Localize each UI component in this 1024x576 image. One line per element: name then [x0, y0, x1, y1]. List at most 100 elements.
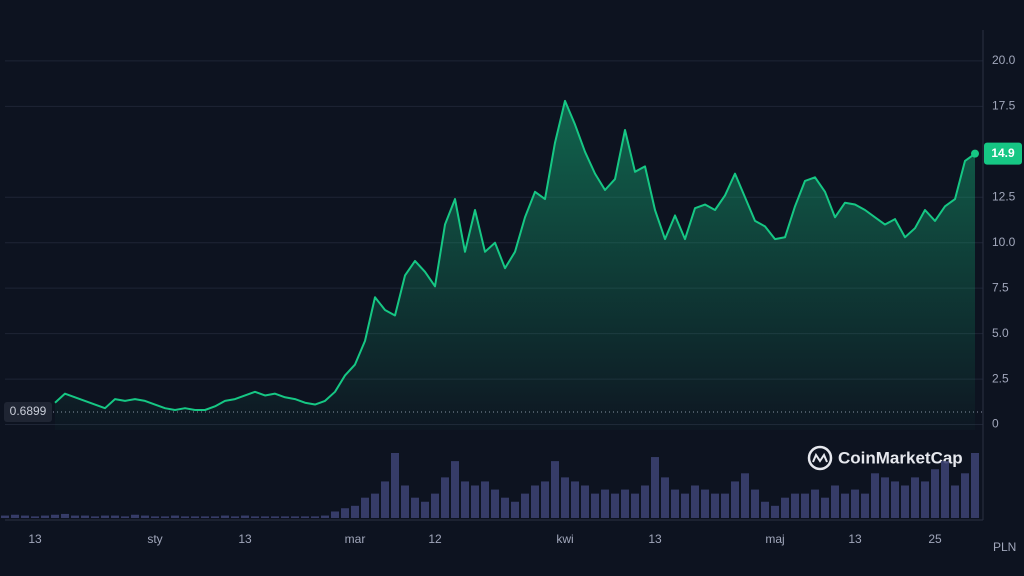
volume-bar — [411, 497, 419, 518]
volume-bar — [181, 516, 189, 518]
volume-bar — [551, 461, 559, 518]
y-tick-label: 10.0 — [992, 235, 1016, 249]
volume-bar — [611, 493, 619, 518]
volume-bar — [501, 497, 509, 518]
price-tag — [984, 142, 1022, 165]
volume-bar — [31, 516, 39, 518]
volume-bar — [711, 493, 719, 518]
volume-bar — [931, 469, 939, 518]
last-point — [971, 149, 979, 158]
volume-bar — [851, 489, 859, 518]
volume-bar — [441, 477, 449, 518]
logo — [807, 445, 833, 471]
volume-bar — [791, 493, 799, 518]
y-tick-label: 12.5 — [992, 189, 1016, 203]
price-area — [55, 100, 975, 430]
watermark-text: CoinMarketCap — [838, 448, 963, 467]
volume-bar — [161, 516, 169, 518]
watermark: CoinMarketCap — [807, 445, 963, 471]
volume-bar — [211, 516, 219, 518]
volume-bar — [621, 489, 629, 518]
x-tick-label: maj — [765, 532, 784, 546]
logo-mark — [812, 452, 828, 463]
y-tick-label: 5.0 — [992, 326, 1009, 340]
volume-bar — [881, 477, 889, 518]
volume-bar — [121, 516, 129, 518]
reference-badge — [4, 402, 52, 423]
x-tick-label: 13 — [238, 532, 252, 546]
volume-bar — [191, 516, 199, 518]
volume-bar — [871, 473, 879, 518]
volume-bar — [581, 485, 589, 518]
volume-bar — [701, 489, 709, 518]
volume-bar — [311, 516, 319, 518]
volume-bar — [651, 457, 659, 518]
volume-bar — [1, 515, 9, 518]
volume-bar — [21, 515, 29, 518]
volume-bar — [861, 493, 869, 518]
volume-bar — [531, 485, 539, 518]
x-tick-label: 13 — [648, 532, 662, 546]
volume-bar — [91, 516, 99, 518]
x-tick-label: 12 — [428, 532, 442, 546]
volume-bar — [131, 514, 139, 518]
volume-bar — [541, 481, 549, 518]
x-tick-label: 13 — [28, 532, 42, 546]
volume-bar — [281, 516, 289, 518]
volume-bar — [381, 481, 389, 518]
volume-bar — [741, 473, 749, 518]
volume-bar — [241, 515, 249, 518]
volume-bar — [421, 501, 429, 518]
volume-bar — [71, 515, 79, 518]
volume-bar — [821, 497, 829, 518]
currency-label: PLN — [993, 540, 1016, 554]
volume-bar — [391, 453, 399, 518]
volume-bar — [671, 489, 679, 518]
volume-bar — [941, 461, 949, 518]
volume-bar — [571, 481, 579, 518]
volume-bar — [201, 516, 209, 518]
volume-bar — [81, 515, 89, 518]
volume-bar — [661, 477, 669, 518]
price-tag-label: 14.9 — [991, 146, 1015, 160]
volume-bar — [61, 513, 69, 518]
y-tick-label: 17.5 — [992, 99, 1016, 113]
volume-bar — [471, 485, 479, 518]
volume-bar — [771, 505, 779, 518]
volume-bar — [251, 516, 259, 518]
price-line — [54, 99, 976, 411]
volume-bar — [721, 493, 729, 518]
volume-bar — [901, 485, 909, 518]
volume-bar — [41, 515, 49, 518]
volume-bar — [751, 489, 759, 518]
y-tick-label: 2.5 — [992, 371, 1009, 385]
volume-bar — [631, 493, 639, 518]
volume-bar — [351, 505, 359, 518]
volume-bar — [221, 515, 229, 518]
x-tick-label: sty — [147, 532, 162, 546]
volume-bar — [331, 511, 339, 518]
volume-bar — [681, 493, 689, 518]
volume-bar — [301, 516, 309, 518]
volume-bar — [231, 516, 239, 518]
volume-bar — [51, 514, 59, 518]
volume-bar — [321, 515, 329, 518]
volume-bar — [401, 485, 409, 518]
x-tick-label: 13 — [848, 532, 862, 546]
volume-bar — [101, 515, 109, 518]
y-tick-label: 0 — [992, 417, 999, 431]
volume-bar — [641, 485, 649, 518]
volume-bar — [451, 461, 459, 518]
x-tick-label: kwi — [556, 532, 573, 546]
volume-bar — [431, 493, 439, 518]
volume-bar — [111, 515, 119, 518]
volume-bar — [521, 493, 529, 518]
volume-bar — [11, 514, 19, 518]
volume-bar — [371, 493, 379, 518]
volume-bar — [511, 501, 519, 518]
volume-bar — [801, 493, 809, 518]
x-tick-label: 25 — [928, 532, 942, 546]
volume-bar — [601, 489, 609, 518]
volume-bar — [911, 477, 919, 518]
